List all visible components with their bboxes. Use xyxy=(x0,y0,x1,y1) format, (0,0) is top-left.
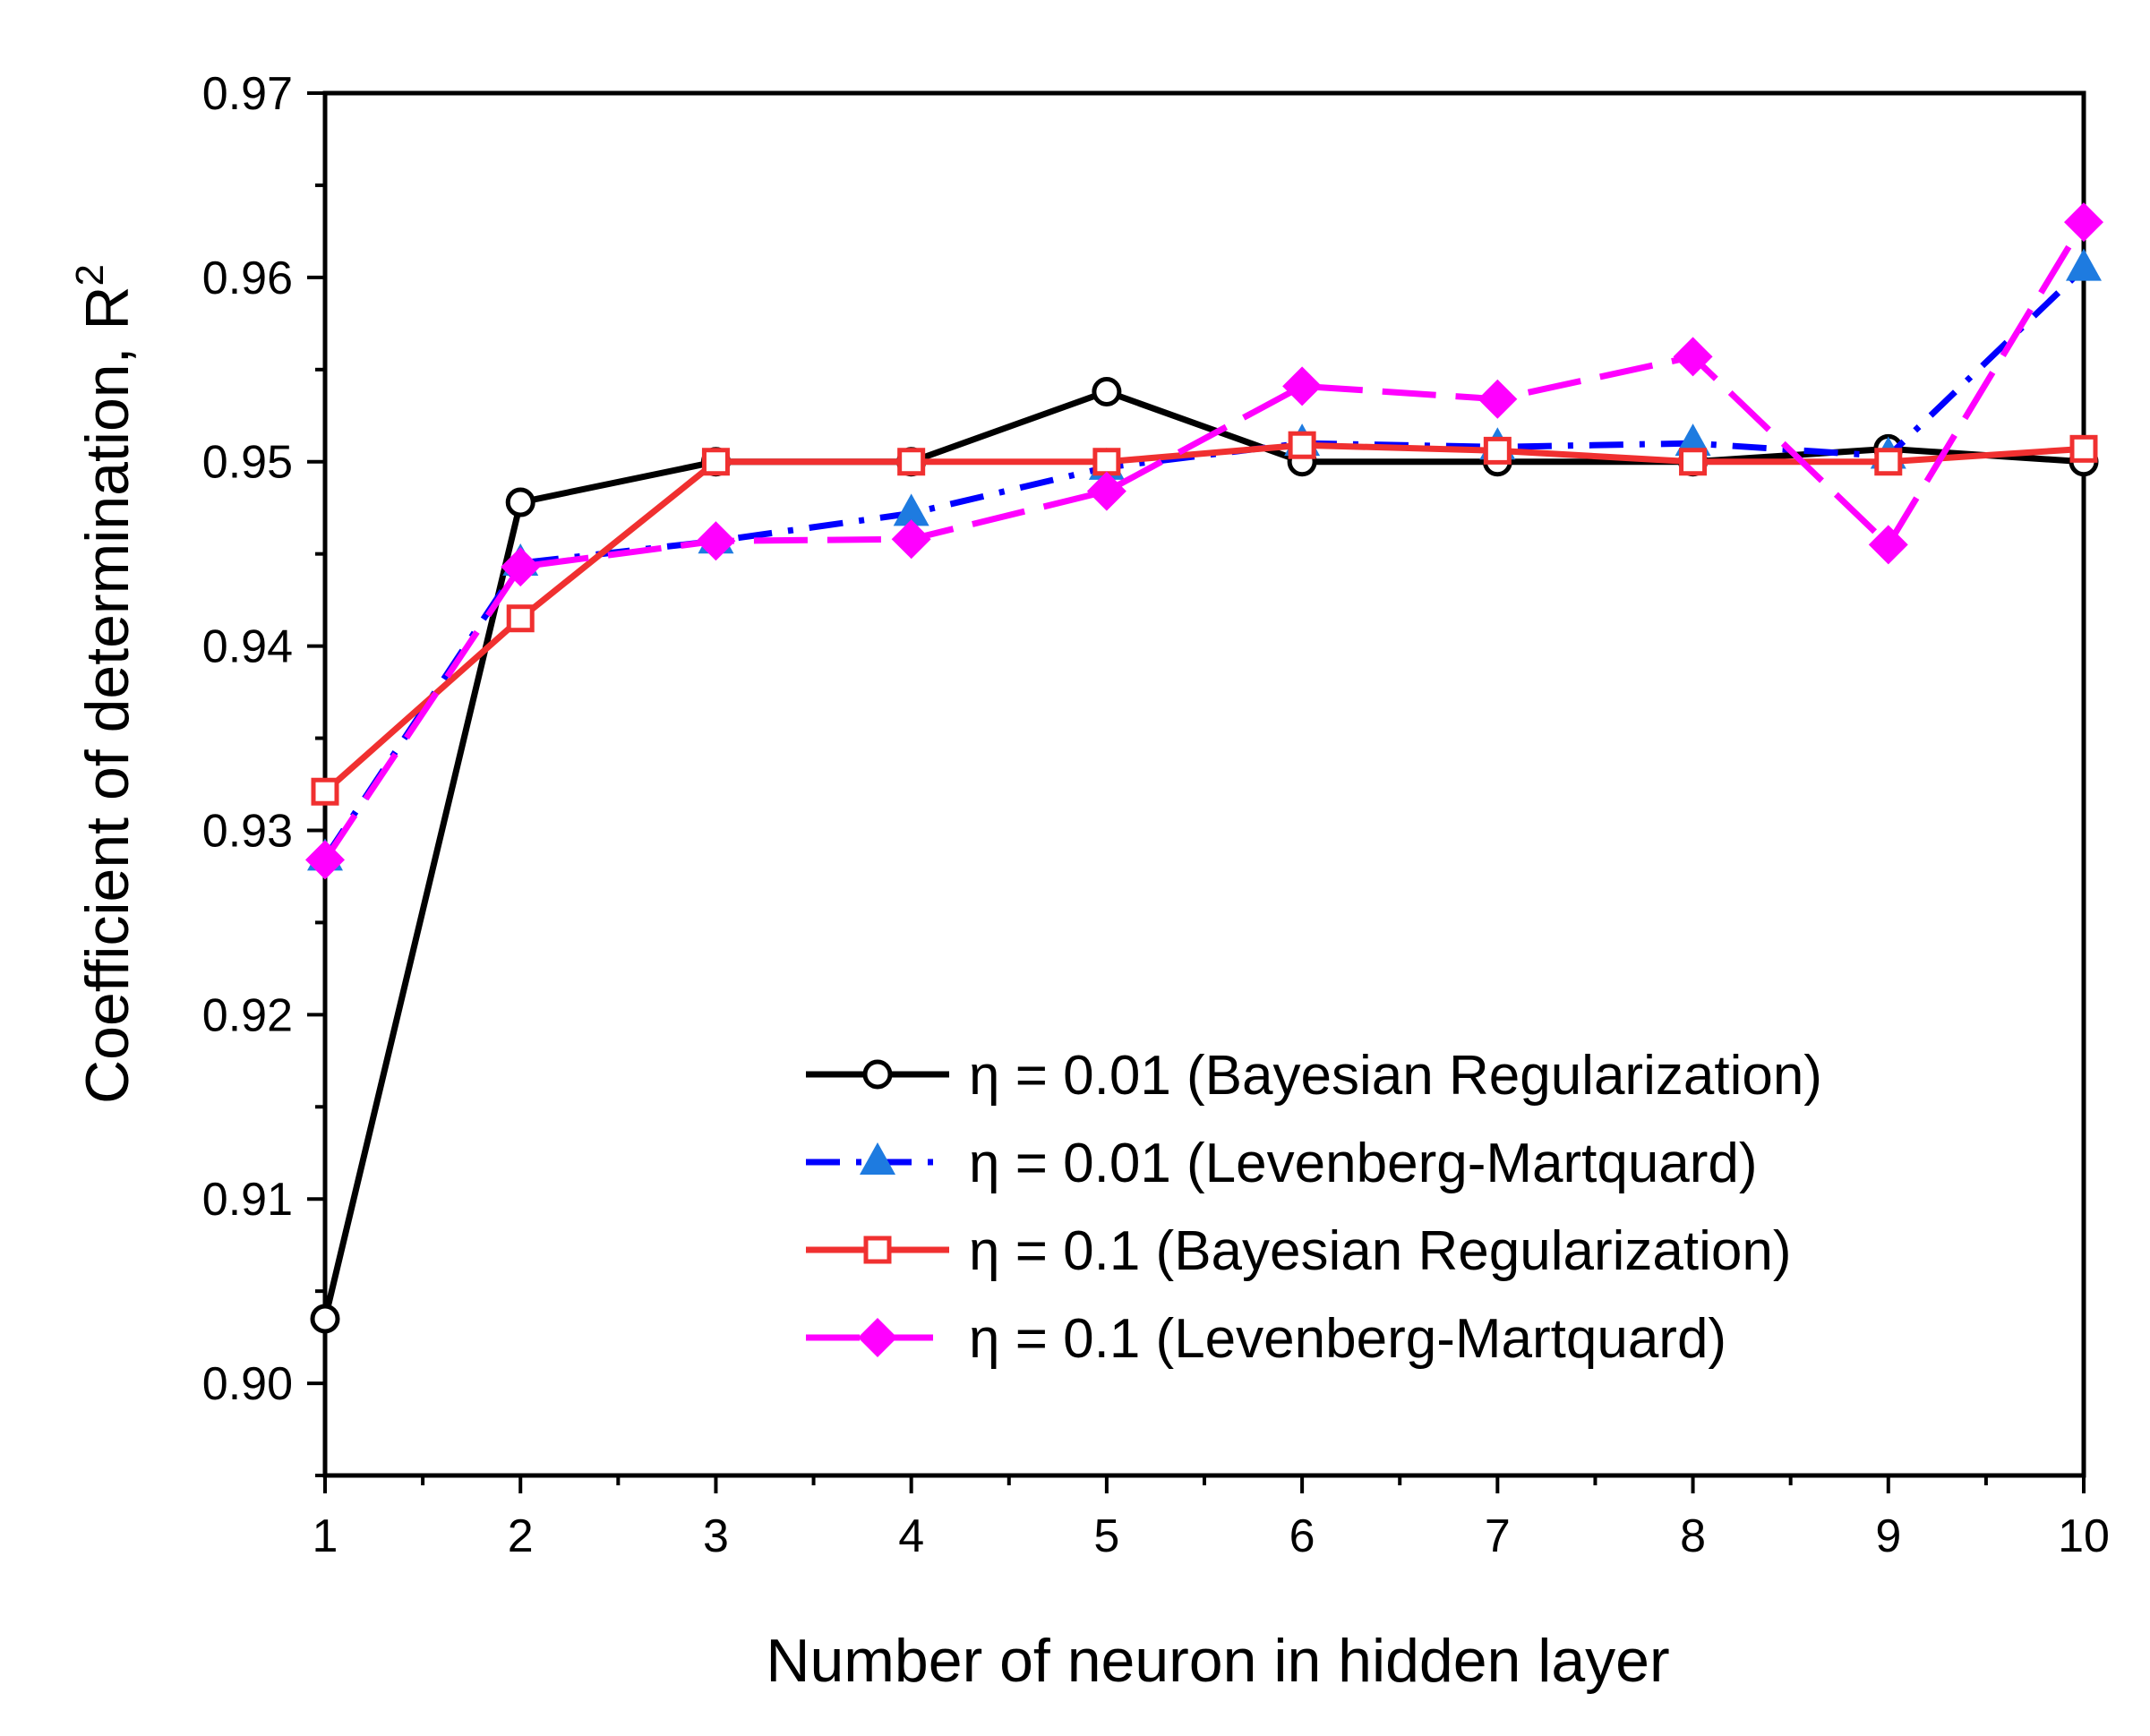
y-tick-label-0.90: 0.90 xyxy=(202,1358,293,1410)
legend-marker-3 xyxy=(863,1236,892,1264)
series-3-point-10 xyxy=(2069,434,2098,463)
series-4-point-1 xyxy=(305,840,345,880)
series-4-point-9 xyxy=(1868,525,1908,565)
series-1-line xyxy=(321,389,2085,1320)
y-axis-title-superscript: 2 xyxy=(68,264,112,286)
legend-label-3: η = 0.1 (Bayesian Regularization) xyxy=(969,1220,1791,1282)
x-tick-label-6: 6 xyxy=(1289,1510,1315,1562)
y-tick-label-0.95: 0.95 xyxy=(202,437,293,489)
series-3-point-4 xyxy=(897,448,926,476)
series-4-point-3 xyxy=(696,521,736,561)
series-4-point-6 xyxy=(1282,366,1323,406)
series-4-line xyxy=(322,220,2086,862)
series-2-point-8 xyxy=(1675,423,1711,457)
series-3-point-9 xyxy=(1874,448,1903,476)
y-axis-ticks: 0.90 0.91 0.92 0.93 0.94 0.95 0.96 0.97 xyxy=(202,68,325,1477)
series-3 xyxy=(311,431,2098,806)
y-tick-label-0.97: 0.97 xyxy=(202,68,293,120)
x-tick-label-3: 3 xyxy=(703,1510,729,1562)
y-tick-label-0.94: 0.94 xyxy=(202,621,293,673)
series-1-point-5 xyxy=(1092,377,1122,407)
legend-marker-4 xyxy=(858,1318,897,1357)
x-axis-ticks: 1 2 3 4 5 6 7 8 9 10 xyxy=(313,1475,2110,1562)
series-3-point-7 xyxy=(1483,436,1512,465)
y-tick-label-0.91: 0.91 xyxy=(202,1174,293,1226)
series-3-point-3 xyxy=(701,448,730,476)
series-3-line xyxy=(322,441,2085,794)
series-4-point-2 xyxy=(501,547,541,587)
series-2-point-10 xyxy=(2066,248,2102,281)
series-3-point-5 xyxy=(1092,448,1121,476)
series-4-point-8 xyxy=(1673,337,1713,377)
series-2-point-4 xyxy=(893,493,929,526)
series-3-point-8 xyxy=(1679,448,1708,476)
series-3-point-2 xyxy=(506,604,535,633)
x-tick-label-7: 7 xyxy=(1485,1510,1511,1562)
x-tick-label-1: 1 xyxy=(313,1510,338,1562)
legend-marker-2 xyxy=(860,1142,895,1175)
series-4-point-10 xyxy=(2064,202,2103,243)
legend-label-4: η = 0.1 (Levenberg-Martquard) xyxy=(969,1308,1726,1370)
series-4-point-4 xyxy=(891,519,931,560)
y-axis-title: Coefficient of determination, R2 xyxy=(68,264,141,1104)
x-tick-label-5: 5 xyxy=(1093,1510,1119,1562)
y-tick-label-0.93: 0.93 xyxy=(202,805,293,857)
series-3-point-6 xyxy=(1288,431,1316,459)
series-4 xyxy=(305,202,2103,880)
y-axis-title-text: Coefficient of determination, R xyxy=(73,286,141,1104)
x-tick-label-10: 10 xyxy=(2058,1510,2110,1562)
x-tick-label-9: 9 xyxy=(1875,1510,1901,1562)
series-1-point-1 xyxy=(310,1304,340,1334)
series-layer xyxy=(305,202,2103,1334)
legend: η = 0.01 (Bayesian Regularization) η = 0.… xyxy=(806,1045,1822,1370)
x-tick-label-8: 8 xyxy=(1680,1510,1706,1562)
series-1-point-2 xyxy=(505,487,535,517)
series-3-point-1 xyxy=(311,777,339,806)
series-4-point-5 xyxy=(1086,471,1126,511)
x-axis-title: Number of neuron in hidden layer xyxy=(766,1627,1669,1695)
y-tick-label-0.96: 0.96 xyxy=(202,252,293,304)
y-tick-label-0.92: 0.92 xyxy=(202,989,293,1041)
x-tick-label-4: 4 xyxy=(898,1510,924,1562)
series-4-point-7 xyxy=(1478,379,1518,419)
legend-label-2: η = 0.01 (Levenberg-Martquard) xyxy=(969,1133,1758,1194)
legend-label-1: η = 0.01 (Bayesian Regularization) xyxy=(969,1045,1822,1107)
x-tick-label-2: 2 xyxy=(508,1510,534,1562)
legend-marker-1 xyxy=(862,1059,893,1090)
